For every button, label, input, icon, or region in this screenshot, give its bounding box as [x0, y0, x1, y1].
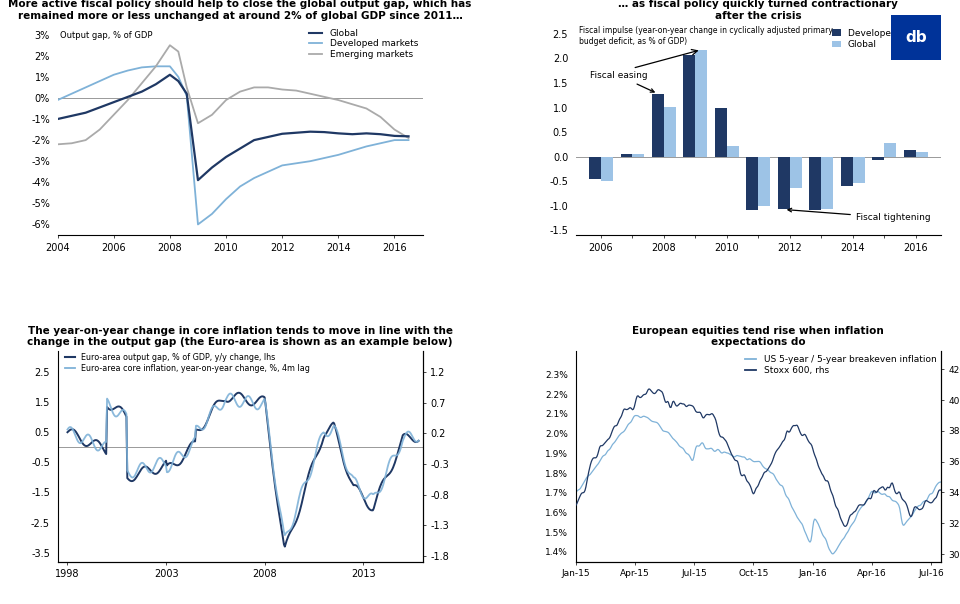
- Bar: [633, 154, 644, 156]
- Bar: [727, 146, 739, 156]
- Title: European equities tend rise when inflation
expectations do: European equities tend rise when inflati…: [633, 326, 884, 347]
- Bar: [758, 156, 770, 205]
- Bar: [790, 156, 802, 188]
- Bar: [841, 156, 852, 186]
- Text: Fiscal easing: Fiscal easing: [590, 71, 654, 92]
- Bar: [746, 156, 758, 210]
- Bar: [601, 156, 613, 181]
- Legend: Euro-area output gap, % of GDP, y/y change, lhs, Euro-area core inflation, year-: Euro-area output gap, % of GDP, y/y chan…: [65, 353, 310, 373]
- Text: Fiscal impulse (year-on-year change in cyclically adjusted primary
budget defici: Fiscal impulse (year-on-year change in c…: [580, 26, 833, 46]
- Text: Output gap, % of GDP: Output gap, % of GDP: [60, 31, 153, 40]
- Bar: [620, 154, 633, 156]
- Bar: [821, 156, 833, 210]
- Bar: [664, 106, 676, 156]
- Title: More active fiscal policy should help to close the global output gap, which has
: More active fiscal policy should help to…: [9, 0, 471, 21]
- Bar: [884, 143, 896, 156]
- Bar: [852, 156, 865, 184]
- Legend: Developed markets, Global: Developed markets, Global: [831, 28, 936, 50]
- Bar: [695, 50, 708, 156]
- Bar: [589, 156, 601, 179]
- Legend: US 5-year / 5-year breakeven inflation, Stoxx 600, rhs: US 5-year / 5-year breakeven inflation, …: [746, 355, 936, 375]
- Bar: [916, 152, 927, 156]
- Bar: [903, 150, 916, 156]
- Title: The year-on-year change in core inflation tends to move in line with the
change : The year-on-year change in core inflatio…: [27, 326, 453, 347]
- Bar: [652, 94, 664, 156]
- Bar: [809, 156, 821, 210]
- Bar: [873, 156, 884, 161]
- Bar: [684, 54, 695, 156]
- Text: Fiscal tightening: Fiscal tightening: [788, 208, 930, 222]
- Bar: [778, 156, 790, 210]
- Bar: [715, 109, 727, 156]
- Text: db: db: [905, 30, 926, 45]
- Legend: Global, Developed markets, Emerging markets: Global, Developed markets, Emerging mark…: [309, 28, 418, 59]
- Title: … as fiscal policy quickly turned contractionary
after the crisis: … as fiscal policy quickly turned contra…: [618, 0, 899, 21]
